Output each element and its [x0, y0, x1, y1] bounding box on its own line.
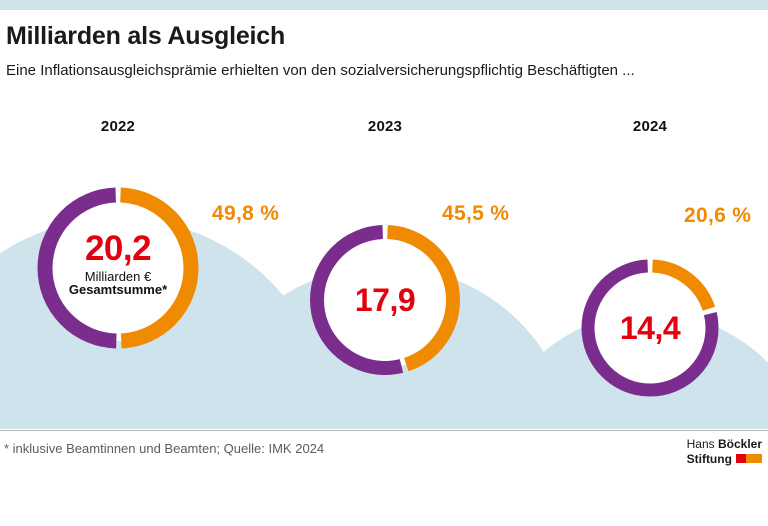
- donut-chart-svg: [0, 187, 768, 429]
- year-label-2024: 2024: [632, 118, 668, 135]
- year-label-2023: 2023: [367, 118, 403, 135]
- logo-boeckler-text: Böckler: [717, 437, 762, 451]
- unit-label-2022: Milliarden €: [84, 268, 152, 284]
- percent-label-2023: 45,5 %: [442, 202, 510, 225]
- value-2024: 14,4: [619, 310, 681, 347]
- donut-center-2022: 20,2 Milliarden € Gesamtsumme*: [68, 228, 168, 298]
- donut-2023-segment-main: [310, 225, 460, 375]
- donut-center-2024: 14,4: [619, 310, 681, 347]
- chart-stage: 2022 2023 2024 49,8 % 45,5 % 20,6 % 20,2…: [0, 103, 768, 429]
- value-2023: 17,9: [354, 282, 416, 319]
- total-label-2022: Gesamtsumme*: [68, 282, 168, 298]
- percent-label-2024: 20,6 %: [684, 204, 752, 227]
- percent-label-2022: 49,8 %: [212, 202, 280, 225]
- top-accent-bar: [0, 0, 768, 10]
- footer-divider: [0, 430, 768, 431]
- logo-stiftung-text: Stiftung: [686, 451, 732, 466]
- donut-2022-segment-rest: [37, 187, 199, 349]
- donut-2023: [310, 225, 460, 375]
- logo-hans-text: Hans: [686, 437, 718, 451]
- page-title: Milliarden als Ausgleich: [6, 22, 286, 50]
- value-2022: 20,2: [84, 228, 152, 268]
- source-note: * inklusive Beamtinnen und Beamten; Quel…: [4, 441, 325, 456]
- donut-2022: [37, 187, 199, 349]
- logo-line-two: Stiftung: [687, 452, 762, 467]
- logo-line-one: Hans Böckler: [687, 437, 762, 452]
- donut-2022-segment-main: [37, 187, 199, 349]
- hans-boeckler-stiftung-logo: Hans Böckler Stiftung: [687, 437, 762, 466]
- page-subtitle: Eine Inflationsausgleichsprämie erhielte…: [6, 62, 635, 79]
- donut-2023-segment-rest: [310, 225, 460, 375]
- donut-2024: [581, 259, 719, 397]
- year-label-2022: 2022: [100, 118, 136, 135]
- donut-2024-segment-rest: [581, 259, 719, 397]
- logo-color-bar-icon: [735, 454, 762, 464]
- donut-center-2023: 17,9: [354, 282, 416, 319]
